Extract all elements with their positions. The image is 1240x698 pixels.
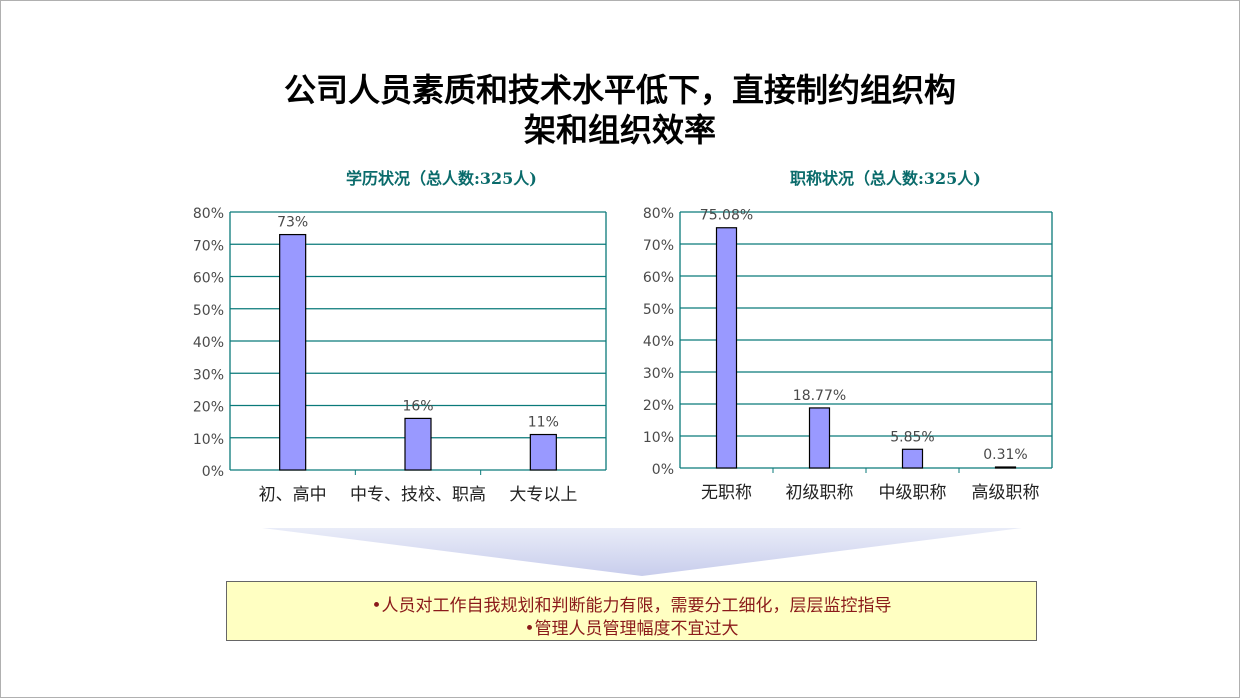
chart1-category-label: 大专以上 — [509, 485, 577, 505]
chart1-y-tick-label: 70% — [193, 238, 224, 254]
chart1-data-label: 11% — [528, 415, 559, 431]
chart1-data-label: 73% — [277, 215, 308, 231]
conclusion-box: •人员对工作自我规划和判断能力有限，需要分工细化，层层监控指导 •管理人员管理幅… — [226, 581, 1037, 641]
chart1-category-label: 初、高中 — [259, 485, 327, 505]
chart1-y-tick-label: 0% — [202, 464, 224, 480]
chart2-y-tick-label: 20% — [643, 398, 674, 414]
conclusion-line1: •人员对工作自我规划和判断能力有限，需要分工细化，层层监控指导 — [371, 596, 892, 616]
chart2-category-label: 中级职称 — [879, 483, 947, 503]
chart2-y-tick-label: 60% — [643, 270, 674, 286]
chart2-y-tick-label: 70% — [643, 238, 674, 254]
chart2-data-label: 75.08% — [700, 208, 753, 224]
chart2-y-tick-label: 0% — [652, 462, 674, 478]
chart2-bar — [901, 448, 924, 469]
chart1-category-label: 中专、技校、职高 — [350, 485, 486, 505]
chart1-bar — [279, 233, 307, 471]
chart2-category-label: 无职称 — [701, 483, 752, 503]
chart2-category-label: 高级职称 — [972, 483, 1040, 503]
slide-title-line1: 公司人员素质和技术水平低下，直接制约组织构 — [283, 71, 956, 109]
chart2-data-label: 0.31% — [983, 447, 1027, 463]
chart2-y-tick-label: 40% — [643, 334, 674, 350]
chart2-bar — [994, 466, 1017, 469]
chart2-title: 职称状况（总人数:325人) — [790, 169, 981, 188]
chart2-bar — [808, 407, 831, 469]
education-bar-chart: 0% 10% 20% 30% 40% 50% 60% 70% 80% 73% 初、高中 16% 中专、技… — [193, 206, 607, 505]
chart1-y-tick-label: 30% — [193, 367, 224, 383]
chart2-y-tick-label: 50% — [643, 302, 674, 318]
chart2-data-label: 5.85% — [890, 429, 934, 445]
chart1-bar — [529, 433, 557, 471]
chart1-y-tick-label: 50% — [193, 303, 224, 319]
chart2-y-tick-label: 30% — [643, 366, 674, 382]
chart1-y-tick-label: 10% — [193, 432, 224, 448]
chart1-data-label: 16% — [402, 398, 433, 414]
chart1-y-tick-label: 80% — [193, 206, 224, 222]
slide-title-line2: 架和组织效率 — [523, 111, 716, 149]
chart2-bar — [715, 227, 738, 469]
chart1-title: 学历状况（总人数:325人) — [346, 169, 537, 188]
chart1-y-tick-label: 40% — [193, 335, 224, 351]
chart2-y-tick-label: 10% — [643, 430, 674, 446]
funnel-arrow — [262, 528, 1022, 576]
chart2-data-label: 18.77% — [793, 388, 846, 404]
chart2-y-tick-label: 80% — [643, 206, 674, 222]
chart1-y-tick-label: 60% — [193, 271, 224, 287]
conclusion-line2: •管理人员管理幅度不宜过大 — [524, 619, 739, 639]
chart1-y-tick-label: 20% — [193, 400, 224, 416]
chart1-bar — [404, 417, 432, 471]
title-bar-chart: 0% 10% 20% 30% 40% 50% 60% 70% 80% 75.08% 无职称 18.77… — [643, 206, 1053, 503]
chart2-category-label: 初级职称 — [786, 483, 854, 503]
